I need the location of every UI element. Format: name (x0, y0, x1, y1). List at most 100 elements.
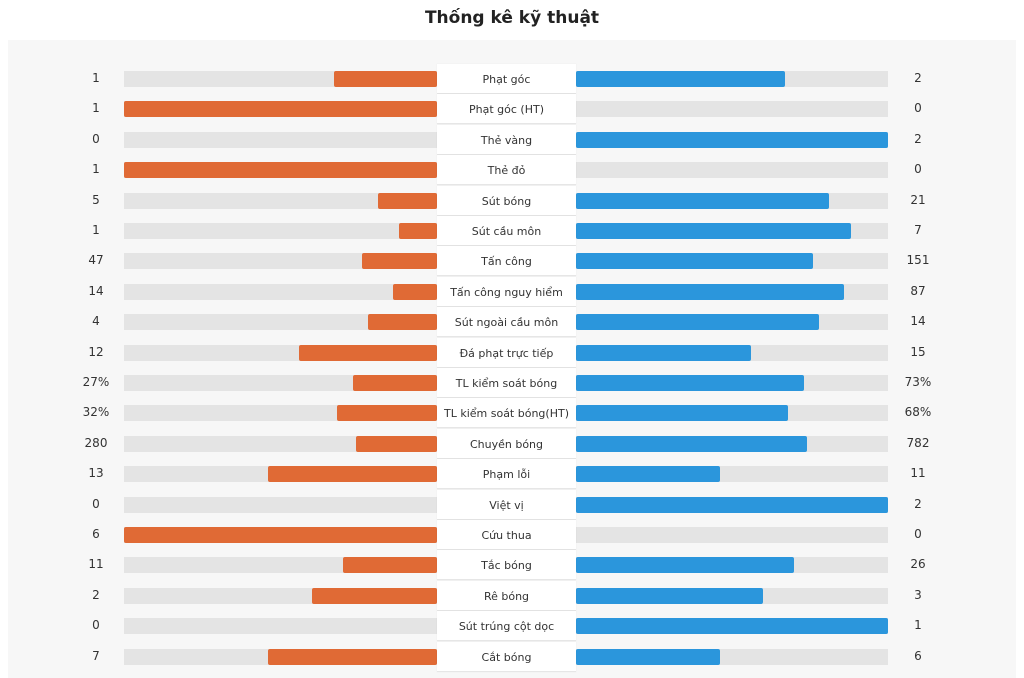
away-bar-track (576, 344, 888, 361)
stat-row: 27% TL kiểm soát bóng 73% (0, 368, 1024, 398)
home-bar-track (124, 192, 437, 209)
away-value: 151 (906, 253, 930, 268)
home-bar-track (124, 375, 437, 391)
home-value: 32% (82, 405, 110, 420)
away-bar (576, 223, 851, 239)
home-bar-track (124, 162, 437, 179)
stat-row: 1 Phạt góc (HT) 0 (0, 94, 1024, 125)
away-bar-track (576, 466, 888, 483)
stat-label: Tấn công (437, 246, 576, 277)
away-value: 6 (914, 648, 922, 663)
away-bar-track (576, 405, 888, 422)
away-value: 2 (914, 71, 922, 85)
stat-row: 1 Phạt góc 2 (0, 64, 1024, 94)
home-value: 0 (92, 618, 100, 633)
away-value: 11 (910, 466, 926, 481)
home-bar (352, 375, 437, 391)
away-bar-track (576, 71, 888, 87)
home-value: 14 (88, 283, 104, 298)
home-bar (311, 587, 437, 604)
home-value: 47 (88, 253, 104, 268)
away-bar-track (576, 618, 888, 635)
away-bar (576, 557, 795, 574)
stat-row: 11 Tắc bóng 26 (0, 550, 1024, 581)
stat-row: 12 Đá phạt trực tiếp 15 (0, 337, 1024, 368)
home-bar-track (124, 131, 437, 148)
away-bar-track (576, 131, 888, 148)
stat-label: Sút cầu môn (437, 216, 576, 246)
away-value: 1 (914, 618, 922, 633)
away-bar (576, 435, 807, 452)
home-bar-track (124, 223, 437, 239)
home-bar (124, 162, 437, 179)
home-value: 5 (92, 192, 100, 207)
stat-label: Phạt góc (HT) (437, 94, 576, 125)
away-bar-track (576, 192, 888, 209)
away-bar-track (576, 162, 888, 179)
stat-label: Cứu thua (437, 520, 576, 550)
away-value: 7 (914, 223, 922, 237)
home-bar (333, 71, 437, 87)
home-value: 2 (92, 587, 100, 602)
away-bar (576, 71, 786, 87)
home-value: 0 (92, 131, 100, 146)
home-value: 6 (92, 527, 100, 541)
away-value: 87 (910, 283, 926, 298)
home-value: 11 (88, 557, 104, 572)
home-bar-track (124, 435, 437, 452)
home-bar-track (124, 253, 437, 270)
home-value: 4 (92, 314, 100, 329)
stat-label: Thẻ vàng (437, 124, 576, 155)
home-bar-track (124, 648, 437, 665)
home-bar-track (124, 496, 437, 513)
away-value: 2 (914, 496, 922, 511)
stat-row: 7 Cắt bóng 6 (0, 641, 1024, 672)
stat-row: 1 Thẻ đỏ 0 (0, 155, 1024, 186)
away-value: 782 (906, 435, 930, 450)
home-bar-track (124, 314, 437, 331)
stat-row: 13 Phạm lỗi 11 (0, 459, 1024, 490)
stat-label: TL kiểm soát bóng(HT) (437, 398, 576, 429)
home-value: 0 (92, 496, 100, 511)
home-bar (368, 314, 437, 331)
stat-row: 2 Rê bóng 3 (0, 580, 1024, 611)
away-bar-track (576, 527, 888, 543)
away-bar (576, 375, 804, 391)
home-bar-track (124, 101, 437, 118)
away-value: 73% (904, 375, 932, 389)
stat-row: 47 Tấn công 151 (0, 246, 1024, 277)
home-value: 7 (92, 648, 100, 663)
home-bar (399, 223, 437, 239)
away-bar (576, 587, 764, 604)
away-bar-track (576, 101, 888, 118)
home-value: 12 (88, 344, 104, 359)
home-bar (267, 648, 437, 665)
away-value: 26 (910, 557, 926, 572)
home-bar-track (124, 466, 437, 483)
home-bar (377, 192, 437, 209)
home-bar (361, 253, 437, 270)
stat-row: 6 Cứu thua 0 (0, 520, 1024, 550)
away-bar-track (576, 314, 888, 331)
home-bar (355, 435, 437, 452)
home-bar-track (124, 283, 437, 300)
stat-label: Sút bóng (437, 185, 576, 216)
away-bar-track (576, 557, 888, 574)
away-bar-track (576, 223, 888, 239)
away-value: 0 (914, 101, 922, 116)
home-bar-track (124, 405, 437, 422)
home-bar (343, 557, 437, 574)
away-bar (576, 192, 829, 209)
away-bar-track (576, 375, 888, 391)
home-bar (124, 527, 437, 543)
away-bar-track (576, 496, 888, 513)
stat-label: Thẻ đỏ (437, 155, 576, 186)
away-value: 3 (914, 587, 922, 602)
stat-label: Cắt bóng (437, 641, 576, 672)
stat-row: 0 Việt vị 2 (0, 489, 1024, 520)
away-value: 14 (910, 314, 926, 329)
stat-label: Việt vị (437, 489, 576, 520)
away-bar (576, 253, 814, 270)
home-bar (299, 344, 437, 361)
stat-label: Tắc bóng (437, 550, 576, 581)
